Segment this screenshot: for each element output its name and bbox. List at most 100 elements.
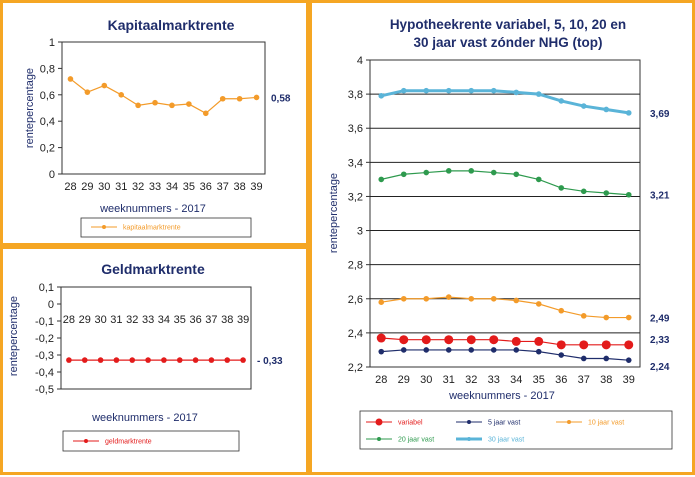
x-axis-label: weeknummers - 2017 — [91, 412, 198, 424]
data-point-20-jaar-vast — [378, 176, 385, 183]
data-point-kapitaalmarktrente — [84, 89, 91, 95]
chart-hypotheekrente: Hypotheekrente variabel, 5, 10, 20 en 30 … — [328, 17, 673, 450]
end-value-label-10-jaar-vast: 2,49 — [650, 314, 670, 325]
data-point-5-jaar-vast — [445, 347, 452, 353]
data-point-30-jaar-vast — [445, 87, 452, 94]
y-tick-label: 3,2 — [348, 191, 363, 203]
data-point-20-jaar-vast — [490, 169, 497, 176]
data-point-variabel — [511, 336, 521, 346]
data-point-kapitaalmarktrente — [202, 110, 209, 117]
legend-label-geldmarktrente: geldmarktrente — [105, 439, 152, 446]
data-point-kapitaalmarktrente — [152, 99, 158, 106]
x-tick-label: 31 — [115, 181, 127, 193]
legend-swatch-marker — [84, 439, 88, 443]
y-tick-label: 0 — [49, 169, 55, 181]
data-point-20-jaar-vast — [423, 169, 430, 176]
y-tick-label: -0,4 — [35, 367, 54, 379]
data-point-kapitaalmarktrente — [236, 95, 243, 102]
x-tick-label: 29 — [398, 374, 410, 386]
data-point-5-jaar-vast — [558, 352, 565, 358]
data-point-20-jaar-vast — [445, 168, 452, 174]
data-point-variabel — [399, 335, 409, 345]
x-tick-label: 30 — [98, 181, 110, 193]
data-point-10-jaar-vast — [400, 295, 407, 302]
data-point-10-jaar-vast — [378, 299, 385, 305]
data-point-variabel — [556, 340, 566, 350]
data-point-10-jaar-vast — [558, 307, 565, 314]
data-point-30-jaar-vast — [423, 87, 430, 94]
legend-swatch-marker — [467, 437, 471, 441]
data-point-kapitaalmarktrente — [253, 94, 260, 101]
y-tick-label: 2,2 — [348, 362, 363, 374]
x-tick-label: 29 — [81, 181, 93, 193]
data-point-30-jaar-vast — [603, 106, 610, 113]
y-tick-label: -0,3 — [35, 350, 54, 362]
y-axis-label: rentepercentage — [328, 173, 340, 253]
legend-box — [80, 217, 252, 238]
data-point-geldmarktrente — [113, 357, 120, 363]
data-point-10-jaar-vast — [423, 295, 430, 302]
legend-swatch-marker — [102, 225, 106, 229]
data-point-30-jaar-vast — [378, 93, 385, 99]
data-point-20-jaar-vast — [625, 191, 632, 198]
x-tick-label: 35 — [183, 181, 195, 193]
data-point-kapitaalmarktrente — [135, 102, 141, 109]
series-line-kapitaalmarktrente — [70, 78, 257, 115]
x-tick-label: 34 — [158, 314, 170, 326]
data-point-10-jaar-vast — [513, 297, 520, 304]
data-point-geldmarktrente — [97, 357, 104, 363]
data-point-geldmarktrente — [66, 357, 72, 363]
data-point-30-jaar-vast — [558, 98, 565, 104]
chart-title-line2: 30 jaar vast zónder NHG (top) — [413, 35, 602, 50]
legend-label-30-jaar-vast: 30 jaar vast — [488, 437, 524, 444]
series-line-variabel — [381, 337, 629, 346]
y-tick-label: 3 — [357, 226, 363, 238]
x-tick-label: 33 — [149, 181, 161, 193]
data-point-5-jaar-vast — [400, 347, 407, 353]
y-tick-label: 0,6 — [40, 90, 55, 102]
x-tick-label: 39 — [237, 314, 249, 326]
data-point-30-jaar-vast — [535, 91, 542, 97]
data-point-10-jaar-vast — [490, 295, 497, 302]
data-point-variabel — [601, 340, 611, 350]
x-tick-label: 31 — [443, 374, 455, 386]
data-point-5-jaar-vast — [513, 347, 520, 353]
chart-title: Kapitaalmarktrente — [108, 17, 235, 33]
x-axis-label: weeknummers - 2017 — [99, 203, 206, 215]
x-tick-label: 32 — [126, 314, 138, 326]
x-tick-label: 36 — [555, 374, 567, 386]
data-point-30-jaar-vast — [513, 89, 520, 96]
data-point-30-jaar-vast — [400, 87, 407, 94]
y-tick-label: 0,4 — [40, 116, 55, 128]
data-point-geldmarktrente — [129, 357, 136, 363]
data-point-geldmarktrente — [81, 357, 88, 363]
y-tick-label: 3,8 — [348, 89, 363, 101]
x-tick-label: 36 — [200, 181, 212, 193]
plot-area — [61, 41, 266, 175]
data-point-kapitaalmarktrente — [169, 102, 175, 109]
data-point-5-jaar-vast — [378, 348, 385, 355]
panel-kapitaalmarktrente: Kapitaalmarktrente 0 0,2 0,4 0,6 0,8 1 28 29 30 31… — [0, 0, 309, 246]
x-tick-label: 38 — [221, 314, 233, 326]
legend-swatch-marker — [567, 420, 571, 424]
x-tick-label: 35 — [533, 374, 545, 386]
y-tick-label: 0,2 — [40, 143, 55, 155]
data-point-kapitaalmarktrente — [67, 76, 74, 82]
x-tick-label: 36 — [189, 314, 201, 326]
legend-label-20-jaar-vast: 20 jaar vast — [398, 437, 434, 444]
end-value-label-20-jaar-vast: 3,21 — [650, 191, 670, 202]
data-point-10-jaar-vast — [535, 301, 542, 307]
x-tick-label: 28 — [64, 181, 76, 193]
data-point-geldmarktrente — [161, 357, 167, 363]
y-axis-label: rentepercentage — [8, 296, 20, 376]
chart-kapitaalmarktrente: Kapitaalmarktrente 0 0,2 0,4 0,6 0,8 1 28 29 30 31… — [24, 17, 291, 238]
end-value-label-30-jaar-vast: 3,69 — [650, 109, 670, 120]
y-tick-label: 3,4 — [348, 157, 363, 169]
legend-label-10-jaar-vast: 10 jaar vast — [588, 420, 624, 427]
data-point-30-jaar-vast — [490, 87, 497, 94]
data-point-geldmarktrente — [224, 357, 231, 363]
data-point-20-jaar-vast — [535, 176, 542, 183]
series-line-5-jaar-vast — [381, 349, 629, 361]
data-point-5-jaar-vast — [490, 347, 497, 353]
x-tick-label: 38 — [600, 374, 612, 386]
